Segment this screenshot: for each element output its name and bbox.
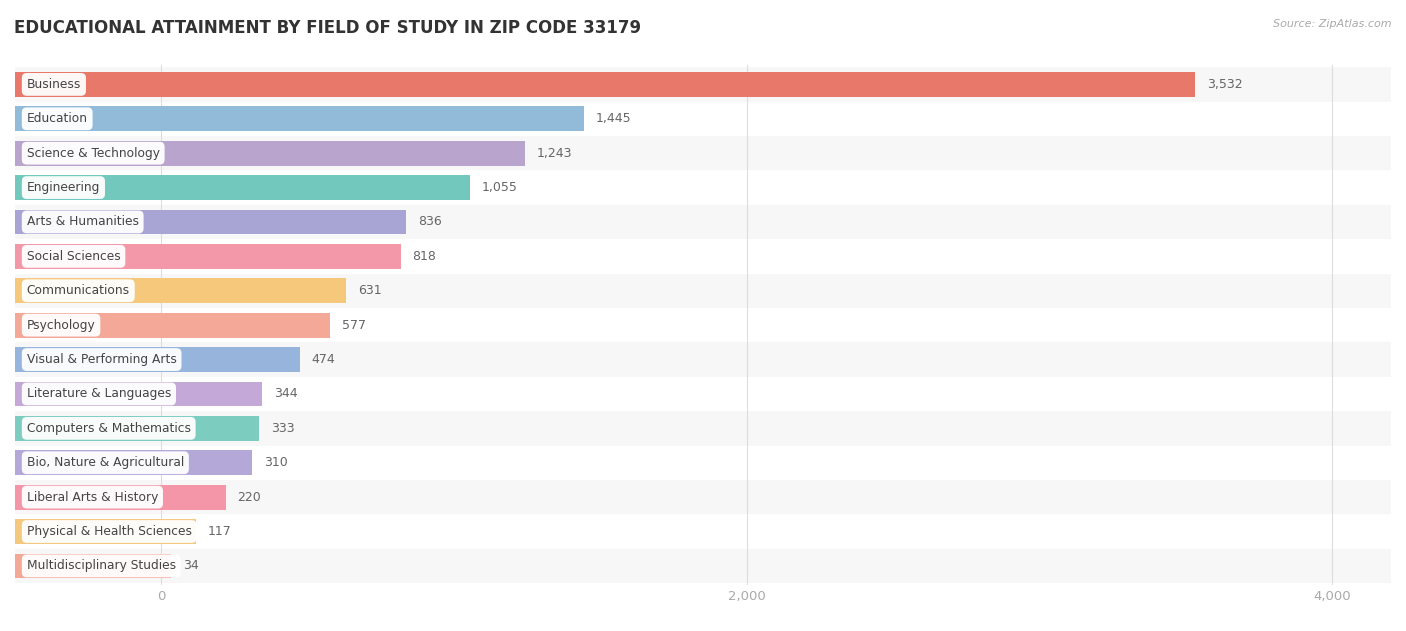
Bar bbox=[15, 445, 1391, 480]
Bar bbox=[15, 274, 1391, 308]
Text: Engineering: Engineering bbox=[27, 181, 100, 194]
Text: 1,243: 1,243 bbox=[537, 146, 572, 160]
Text: Physical & Health Sciences: Physical & Health Sciences bbox=[27, 525, 191, 538]
Text: Source: ZipAtlas.com: Source: ZipAtlas.com bbox=[1274, 19, 1392, 29]
Text: 333: 333 bbox=[270, 422, 294, 435]
Bar bbox=[15, 102, 1391, 136]
Text: 836: 836 bbox=[418, 215, 441, 228]
Bar bbox=[15, 141, 526, 165]
Text: 220: 220 bbox=[238, 491, 262, 504]
Bar bbox=[15, 239, 1391, 274]
Bar bbox=[15, 170, 1391, 205]
Bar bbox=[15, 308, 1391, 343]
Text: Education: Education bbox=[27, 112, 87, 126]
Bar bbox=[15, 347, 299, 372]
Bar bbox=[15, 278, 346, 303]
Text: Multidisciplinary Studies: Multidisciplinary Studies bbox=[27, 560, 176, 572]
Text: 117: 117 bbox=[207, 525, 231, 538]
Text: 474: 474 bbox=[312, 353, 336, 366]
Bar bbox=[15, 67, 1391, 102]
Bar bbox=[15, 377, 1391, 411]
Text: Business: Business bbox=[27, 78, 82, 91]
Text: Science & Technology: Science & Technology bbox=[27, 146, 160, 160]
Text: 3,532: 3,532 bbox=[1208, 78, 1243, 91]
Bar bbox=[15, 244, 401, 269]
Text: EDUCATIONAL ATTAINMENT BY FIELD OF STUDY IN ZIP CODE 33179: EDUCATIONAL ATTAINMENT BY FIELD OF STUDY… bbox=[14, 19, 641, 37]
Bar bbox=[15, 382, 262, 406]
Bar bbox=[15, 107, 585, 131]
Text: Psychology: Psychology bbox=[27, 319, 96, 332]
Bar bbox=[15, 485, 226, 509]
Text: Arts & Humanities: Arts & Humanities bbox=[27, 215, 139, 228]
Bar bbox=[15, 451, 252, 475]
Bar bbox=[15, 480, 1391, 514]
Bar bbox=[15, 313, 330, 338]
Bar bbox=[15, 553, 172, 578]
Bar bbox=[15, 343, 1391, 377]
Text: 34: 34 bbox=[183, 560, 198, 572]
Text: Communications: Communications bbox=[27, 284, 129, 297]
Text: Liberal Arts & History: Liberal Arts & History bbox=[27, 491, 157, 504]
Bar bbox=[15, 514, 1391, 549]
Text: 1,055: 1,055 bbox=[482, 181, 517, 194]
Text: 344: 344 bbox=[274, 387, 298, 401]
Text: 310: 310 bbox=[264, 456, 288, 469]
Bar bbox=[15, 175, 470, 200]
Text: Bio, Nature & Agricultural: Bio, Nature & Agricultural bbox=[27, 456, 184, 469]
Bar bbox=[15, 549, 1391, 583]
Text: Computers & Mathematics: Computers & Mathematics bbox=[27, 422, 191, 435]
Text: Social Sciences: Social Sciences bbox=[27, 250, 121, 263]
Bar bbox=[15, 136, 1391, 170]
Text: 631: 631 bbox=[359, 284, 381, 297]
Bar bbox=[15, 416, 259, 440]
Text: 577: 577 bbox=[342, 319, 366, 332]
Text: Literature & Languages: Literature & Languages bbox=[27, 387, 172, 401]
Bar bbox=[15, 209, 406, 234]
Bar bbox=[15, 519, 195, 544]
Bar bbox=[15, 205, 1391, 239]
Text: 1,445: 1,445 bbox=[596, 112, 631, 126]
Text: Visual & Performing Arts: Visual & Performing Arts bbox=[27, 353, 177, 366]
Bar bbox=[15, 72, 1195, 97]
Bar bbox=[15, 411, 1391, 445]
Text: 818: 818 bbox=[412, 250, 436, 263]
